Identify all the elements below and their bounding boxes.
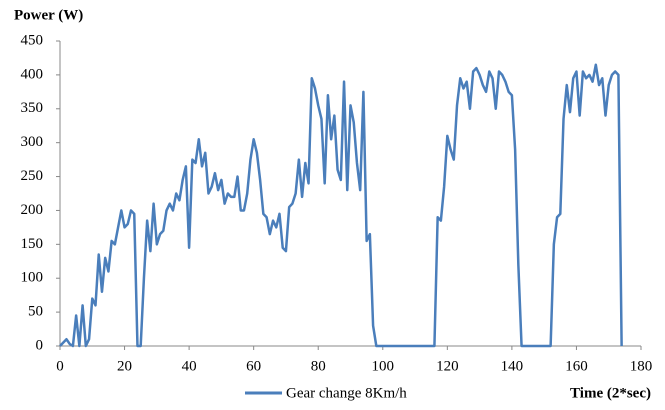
y-tick-label: 250 [21,168,44,184]
y-tick-label: 300 [21,134,44,150]
x-tick-label: 100 [372,358,395,374]
x-tick-label: 140 [501,358,524,374]
x-tick-label: 0 [56,358,64,374]
series-line [59,63,623,348]
x-tick-label: 120 [436,358,459,374]
y-tick-label: 50 [28,304,43,320]
y-tick-label: 350 [21,100,44,116]
x-axis-label: Time (2*sec) [570,385,651,401]
x-tick-label: 20 [117,358,132,374]
x-tick-label: 160 [565,358,588,374]
x-tick-label: 40 [182,358,197,374]
x-tick-label: 180 [630,358,653,374]
y-tick-label: 450 [21,32,44,48]
y-tick-label: 200 [21,202,44,218]
x-tick-label: 80 [311,358,326,374]
x-tick-label: 60 [246,358,261,374]
y-axis-label: Power (W) [14,7,83,23]
y-tick-label: 400 [21,66,44,82]
y-tick-label: 100 [21,270,44,286]
legend-label: Gear change 8Km/h [286,385,407,401]
y-tick-label: 0 [36,337,44,353]
y-tick-label: 150 [21,236,44,252]
